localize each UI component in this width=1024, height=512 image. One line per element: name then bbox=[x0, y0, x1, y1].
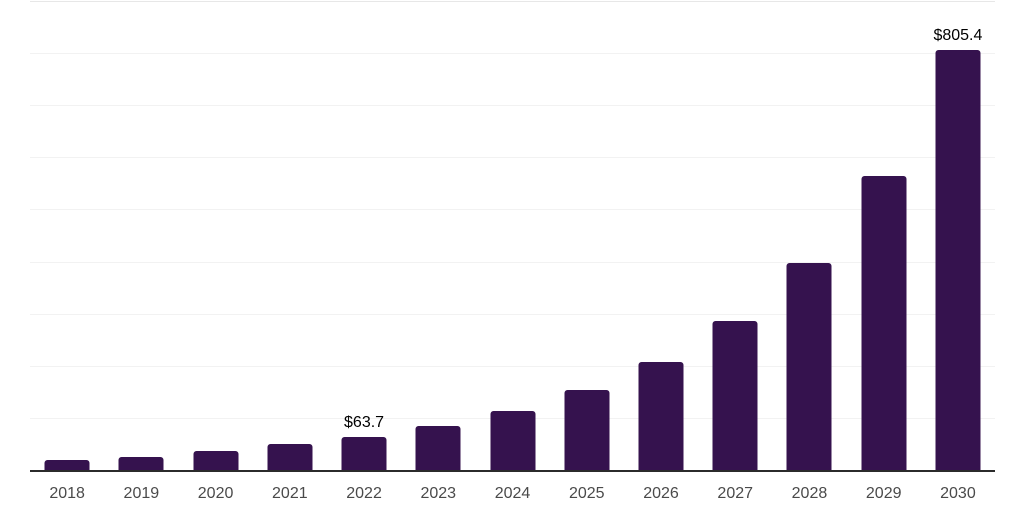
gridline-200 bbox=[30, 365, 995, 367]
x-axis-line bbox=[30, 470, 995, 472]
x-tick-label-2023: 2023 bbox=[420, 485, 457, 502]
bar-value-label-2022: $63.7 bbox=[344, 413, 385, 431]
bar-2024[interactable] bbox=[490, 410, 536, 470]
bar-slot-2022: $63.7 bbox=[327, 1, 401, 470]
bar-value-label-2030: $805.4 bbox=[933, 27, 983, 45]
bar-2018[interactable] bbox=[44, 460, 90, 470]
x-tick-label-2020: 2020 bbox=[197, 485, 234, 502]
bar-slot-2019 bbox=[104, 1, 178, 470]
x-tick-label-2018: 2018 bbox=[49, 485, 85, 502]
bar-2030[interactable] bbox=[935, 50, 981, 470]
bar-2027[interactable] bbox=[712, 321, 758, 470]
gridline-600 bbox=[30, 157, 995, 159]
x-tick-label-2025: 2025 bbox=[568, 485, 605, 502]
x-tick-label-2030: 2030 bbox=[940, 485, 976, 502]
x-tick-label-2019: 2019 bbox=[123, 485, 160, 502]
x-tick-label-2022: 2022 bbox=[346, 485, 382, 502]
bar-2021[interactable] bbox=[267, 443, 313, 470]
x-axis-tick-labels: 2018 2019 2020 2021 2022 2023 2024 2025 2026 2027… bbox=[30, 484, 995, 503]
bar-slot-2029 bbox=[847, 1, 921, 470]
gridline-800 bbox=[30, 53, 995, 55]
gridline-700 bbox=[30, 105, 995, 107]
bar-slot-2024 bbox=[475, 1, 549, 470]
bar-slot-2018 bbox=[30, 1, 104, 470]
x-tick-label-2029: 2029 bbox=[865, 485, 902, 502]
x-tick-label-2024: 2024 bbox=[494, 485, 531, 502]
gridline-300 bbox=[30, 313, 995, 315]
x-tick-label-2026: 2026 bbox=[643, 485, 679, 502]
bar-slot-2027 bbox=[698, 1, 772, 470]
bar-2019[interactable] bbox=[118, 456, 164, 470]
x-tick-label-2021: 2021 bbox=[272, 485, 308, 502]
gridline-500 bbox=[30, 209, 995, 211]
bar-slot-2025 bbox=[550, 1, 624, 470]
bar-slot-2020 bbox=[178, 1, 252, 470]
bar-slot-2028 bbox=[772, 1, 846, 470]
bar-2028[interactable] bbox=[786, 262, 832, 470]
x-tick-label-2027: 2027 bbox=[717, 485, 754, 502]
bar-2025[interactable] bbox=[564, 390, 610, 470]
bar-slot-2026 bbox=[624, 1, 698, 470]
bar-slot-2030: $805.4 bbox=[921, 1, 995, 470]
bar-slot-2023 bbox=[401, 1, 475, 470]
gridline-900 bbox=[30, 1, 995, 2]
bar-2020[interactable] bbox=[193, 450, 239, 470]
bar-slot-2021 bbox=[253, 1, 327, 470]
x-tick-label-2028: 2028 bbox=[791, 485, 828, 502]
bar-2029[interactable] bbox=[861, 175, 907, 470]
bar-2022[interactable] bbox=[341, 436, 387, 470]
gridline-400 bbox=[30, 261, 995, 263]
bar-2023[interactable] bbox=[415, 425, 461, 470]
plot-area: $63.7 $805.4 bbox=[30, 1, 995, 470]
bar-2026[interactable] bbox=[638, 361, 684, 470]
bars: $63.7 $805.4 bbox=[30, 1, 995, 470]
